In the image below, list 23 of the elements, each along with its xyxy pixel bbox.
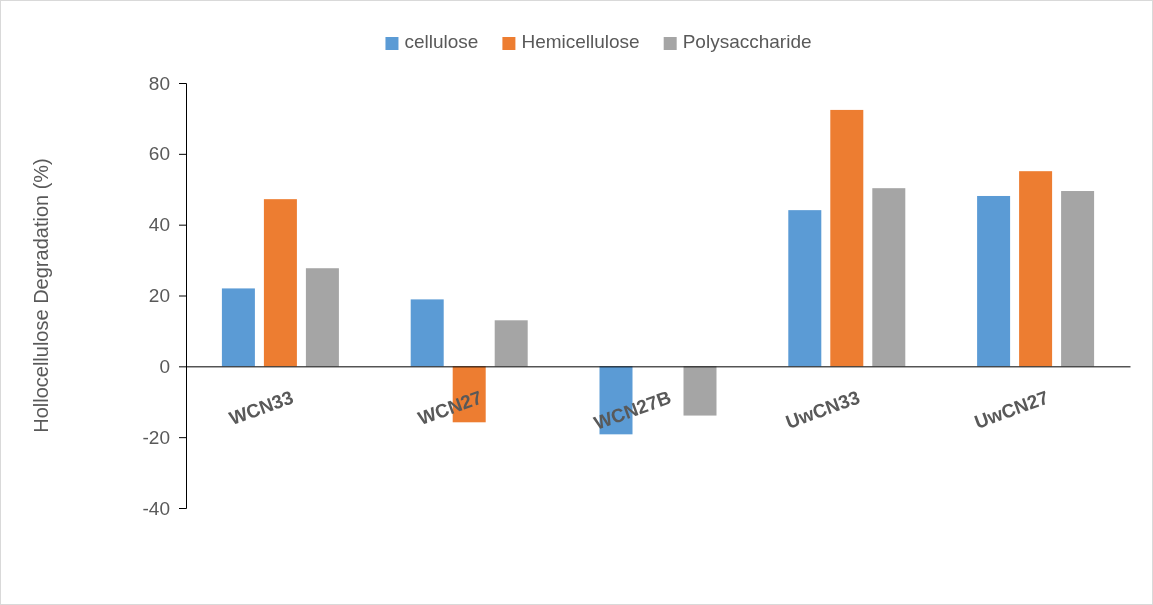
bar (305, 268, 339, 367)
bar (788, 210, 822, 367)
y-tick-label: 80 (148, 72, 170, 94)
y-axis-title: Hollocellulose Degradation (%) (30, 158, 52, 433)
bar (1019, 171, 1053, 367)
bar (410, 299, 444, 367)
y-tick-label: -40 (142, 497, 170, 519)
y-tick-label: 0 (159, 355, 170, 377)
legend-label: Polysaccharide (682, 31, 812, 52)
bar (977, 195, 1011, 367)
bar (263, 199, 297, 367)
bar (872, 188, 906, 367)
bar (830, 109, 864, 367)
bar (494, 320, 528, 367)
y-tick-label: 40 (148, 214, 170, 236)
legend-label: Hemicellulose (521, 31, 640, 52)
legend-label: cellulose (404, 31, 479, 52)
y-tick-label: -20 (142, 426, 170, 448)
bar (1061, 191, 1095, 367)
y-tick-label: 60 (148, 143, 170, 165)
bar (221, 288, 255, 367)
bar (683, 366, 717, 416)
y-tick-label: 20 (148, 285, 170, 307)
